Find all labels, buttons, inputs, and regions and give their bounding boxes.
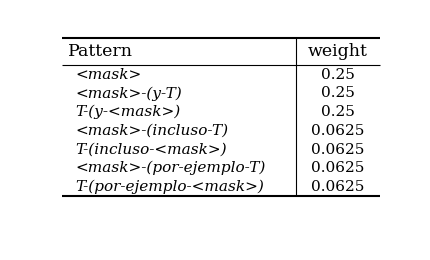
Text: weight: weight bbox=[307, 43, 368, 60]
Text: 0.25: 0.25 bbox=[321, 86, 354, 100]
Text: T-(incluso-<mask>): T-(incluso-<mask>) bbox=[75, 142, 227, 157]
Text: 0.25: 0.25 bbox=[321, 105, 354, 119]
Text: <mask>: <mask> bbox=[75, 68, 141, 82]
Text: T-(y-<mask>): T-(y-<mask>) bbox=[75, 105, 181, 119]
Text: T-(por-ejemplo-<mask>): T-(por-ejemplo-<mask>) bbox=[75, 180, 264, 194]
Text: <mask>-(y-T): <mask>-(y-T) bbox=[75, 86, 182, 101]
Text: Pattern: Pattern bbox=[68, 43, 133, 60]
Text: 0.0625: 0.0625 bbox=[311, 124, 364, 138]
Text: 0.25: 0.25 bbox=[321, 68, 354, 82]
Text: 0.0625: 0.0625 bbox=[311, 161, 364, 175]
Text: <mask>-(incluso-T): <mask>-(incluso-T) bbox=[75, 124, 228, 138]
Text: 0.0625: 0.0625 bbox=[311, 142, 364, 157]
Text: <mask>-(por-ejemplo-T): <mask>-(por-ejemplo-T) bbox=[75, 161, 266, 176]
Text: 0.0625: 0.0625 bbox=[311, 180, 364, 194]
